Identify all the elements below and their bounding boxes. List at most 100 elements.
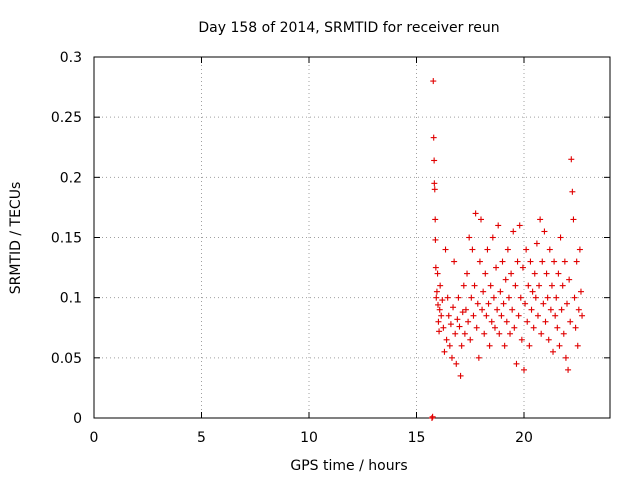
data-point <box>547 306 554 313</box>
data-point <box>527 258 534 265</box>
data-point <box>521 366 527 373</box>
data-point <box>436 328 443 335</box>
x-axis-label: GPS time / hours <box>290 458 407 474</box>
data-point <box>444 294 451 301</box>
data-point <box>430 78 437 85</box>
data-point <box>522 300 529 307</box>
chart-title: Day 158 of 2014, SRMTID for receiver reu… <box>198 20 499 36</box>
data-point <box>431 180 438 187</box>
data-point <box>467 336 474 343</box>
data-point <box>487 282 494 289</box>
x-tick-label: 5 <box>197 430 206 446</box>
data-point <box>448 354 455 361</box>
data-point <box>569 188 576 195</box>
data-point <box>429 413 436 420</box>
data-point <box>568 156 575 163</box>
data-point <box>505 294 512 301</box>
data-point <box>461 330 468 337</box>
data-point <box>571 294 578 301</box>
data-point <box>439 297 446 304</box>
data-point <box>538 330 545 337</box>
data-point <box>531 270 538 277</box>
data-point <box>514 258 521 265</box>
data-point <box>574 342 581 349</box>
data-point <box>498 312 505 319</box>
x-tick-label: 10 <box>300 430 318 446</box>
data-point <box>533 240 540 247</box>
data-point <box>507 330 514 337</box>
data-point <box>577 288 584 295</box>
data-point <box>562 354 569 361</box>
data-point <box>478 216 484 223</box>
data-point <box>541 228 548 235</box>
data-point <box>480 288 487 295</box>
data-point <box>537 216 544 223</box>
plot-frame <box>93 56 611 419</box>
data-point <box>523 246 530 253</box>
data-point <box>540 300 547 307</box>
data-point <box>550 348 557 355</box>
data-point <box>546 246 553 253</box>
y-tick-label: 0.05 <box>51 351 82 367</box>
data-point <box>486 342 493 349</box>
data-point <box>432 236 439 243</box>
data-point <box>483 312 490 319</box>
data-point <box>462 306 469 313</box>
grid-lines <box>94 57 610 418</box>
data-point <box>481 330 488 337</box>
data-point <box>536 282 543 289</box>
data-point <box>436 306 443 313</box>
data-point <box>471 282 478 289</box>
y-tick-label: 0.3 <box>60 50 82 66</box>
data-point <box>499 258 506 265</box>
data-point <box>503 318 510 325</box>
data-point <box>502 276 509 283</box>
data-point <box>438 312 445 319</box>
y-tick-label: 0.2 <box>60 170 82 186</box>
data-point <box>479 306 486 313</box>
data-point <box>453 360 460 367</box>
data-point <box>494 306 501 313</box>
y-tick-labels: 0 0.05 0.1 0.15 0.2 0.25 0.3 <box>51 50 82 427</box>
y-tick-label: 0 <box>73 411 82 427</box>
data-point <box>532 294 539 301</box>
x-tick-label: 0 <box>90 430 99 446</box>
data-point <box>501 342 508 349</box>
data-point <box>428 415 435 421</box>
data-point <box>485 300 492 307</box>
data-point <box>432 216 439 223</box>
data-point <box>469 246 476 253</box>
data-point <box>504 246 511 253</box>
x-tick-labels: 0 5 10 15 20 <box>90 430 533 446</box>
data-point <box>474 300 481 307</box>
data-point <box>545 336 552 343</box>
data-point <box>528 306 535 313</box>
data-point <box>526 342 533 349</box>
data-point <box>572 324 579 331</box>
data-point <box>466 234 473 241</box>
data-point <box>565 366 572 373</box>
data-point <box>433 288 440 295</box>
data-point <box>570 216 577 223</box>
data-point <box>518 336 525 343</box>
axis-ticks <box>93 56 610 419</box>
data-point <box>447 321 454 328</box>
data-point <box>556 342 563 349</box>
data-point <box>555 270 562 277</box>
data-point <box>511 324 518 331</box>
data-points <box>428 78 586 421</box>
data-point <box>539 258 546 265</box>
data-point <box>557 234 564 241</box>
data-point <box>432 264 439 271</box>
data-point <box>435 318 442 325</box>
data-point <box>443 336 450 343</box>
data-point <box>465 318 472 325</box>
data-point <box>451 258 458 265</box>
data-point <box>434 270 441 277</box>
data-point <box>554 324 561 331</box>
data-point <box>442 246 449 253</box>
data-point <box>457 372 464 379</box>
data-point <box>496 330 503 337</box>
data-point <box>468 294 475 301</box>
